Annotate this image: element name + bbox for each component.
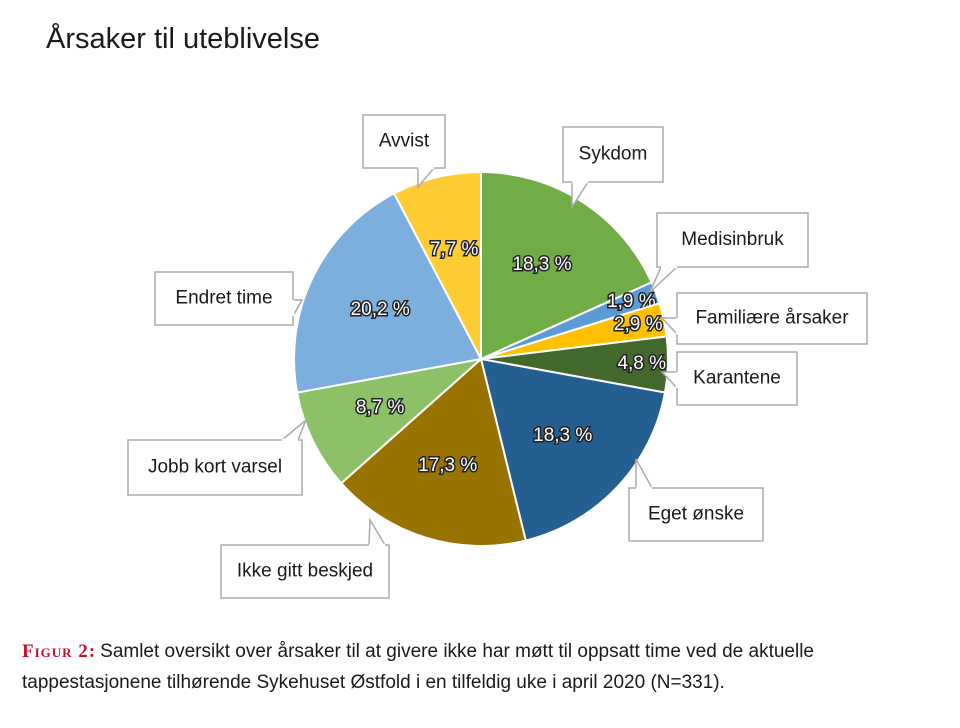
pie-slice — [295, 357, 485, 485]
category-label: Ikke gitt beskjed — [237, 561, 373, 582]
callout-box — [362, 114, 446, 169]
pie-slice — [480, 170, 653, 361]
pie-slice — [339, 357, 527, 547]
category-label: Endret time — [175, 288, 272, 309]
category-label: Sykdom — [579, 144, 648, 165]
caption-text: Samlet oversikt over årsaker til at give… — [22, 641, 814, 693]
callout-box — [220, 544, 390, 599]
chart-title: Årsaker til uteblivelse — [46, 22, 320, 55]
value-label: 20,2 % — [351, 299, 410, 320]
callout-pointer — [368, 517, 387, 546]
value-label: 17,3 % — [418, 455, 477, 476]
category-label: Eget ønske — [648, 504, 744, 525]
value-label: 8,7 % — [356, 397, 405, 418]
callout-box — [628, 487, 764, 542]
callout-box — [127, 439, 303, 496]
value-label: 2,9 % — [614, 314, 663, 335]
value-label: 7,7 % — [430, 239, 479, 260]
callout-pointer — [635, 458, 654, 489]
callout-pointer — [279, 419, 307, 441]
pie-slice — [293, 192, 483, 394]
caption-label: Figur 2: — [22, 641, 97, 662]
value-label: 18,3 % — [533, 425, 592, 446]
value-label: 18,3 % — [512, 254, 571, 275]
callout-box — [676, 292, 868, 345]
category-label: Medisinbruk — [681, 229, 784, 250]
callout-box — [656, 212, 809, 268]
pie-slice — [392, 170, 482, 360]
category-label: Avvist — [379, 131, 430, 152]
caption: Figur 2: Samlet oversikt over årsaker til… — [22, 636, 942, 698]
pie-slice — [479, 357, 667, 542]
callout-box — [562, 126, 664, 183]
callout-box — [154, 271, 294, 326]
category-label: Jobb kort varsel — [148, 457, 282, 478]
value-label: 4,8 % — [617, 353, 666, 374]
chart: Årsaker til uteblivelse 18,3 %1,9 %2,9 %… — [46, 22, 868, 599]
category-label: Karantene — [693, 368, 781, 389]
category-label: Familiære årsaker — [695, 308, 849, 329]
callout-pointer — [649, 266, 679, 293]
